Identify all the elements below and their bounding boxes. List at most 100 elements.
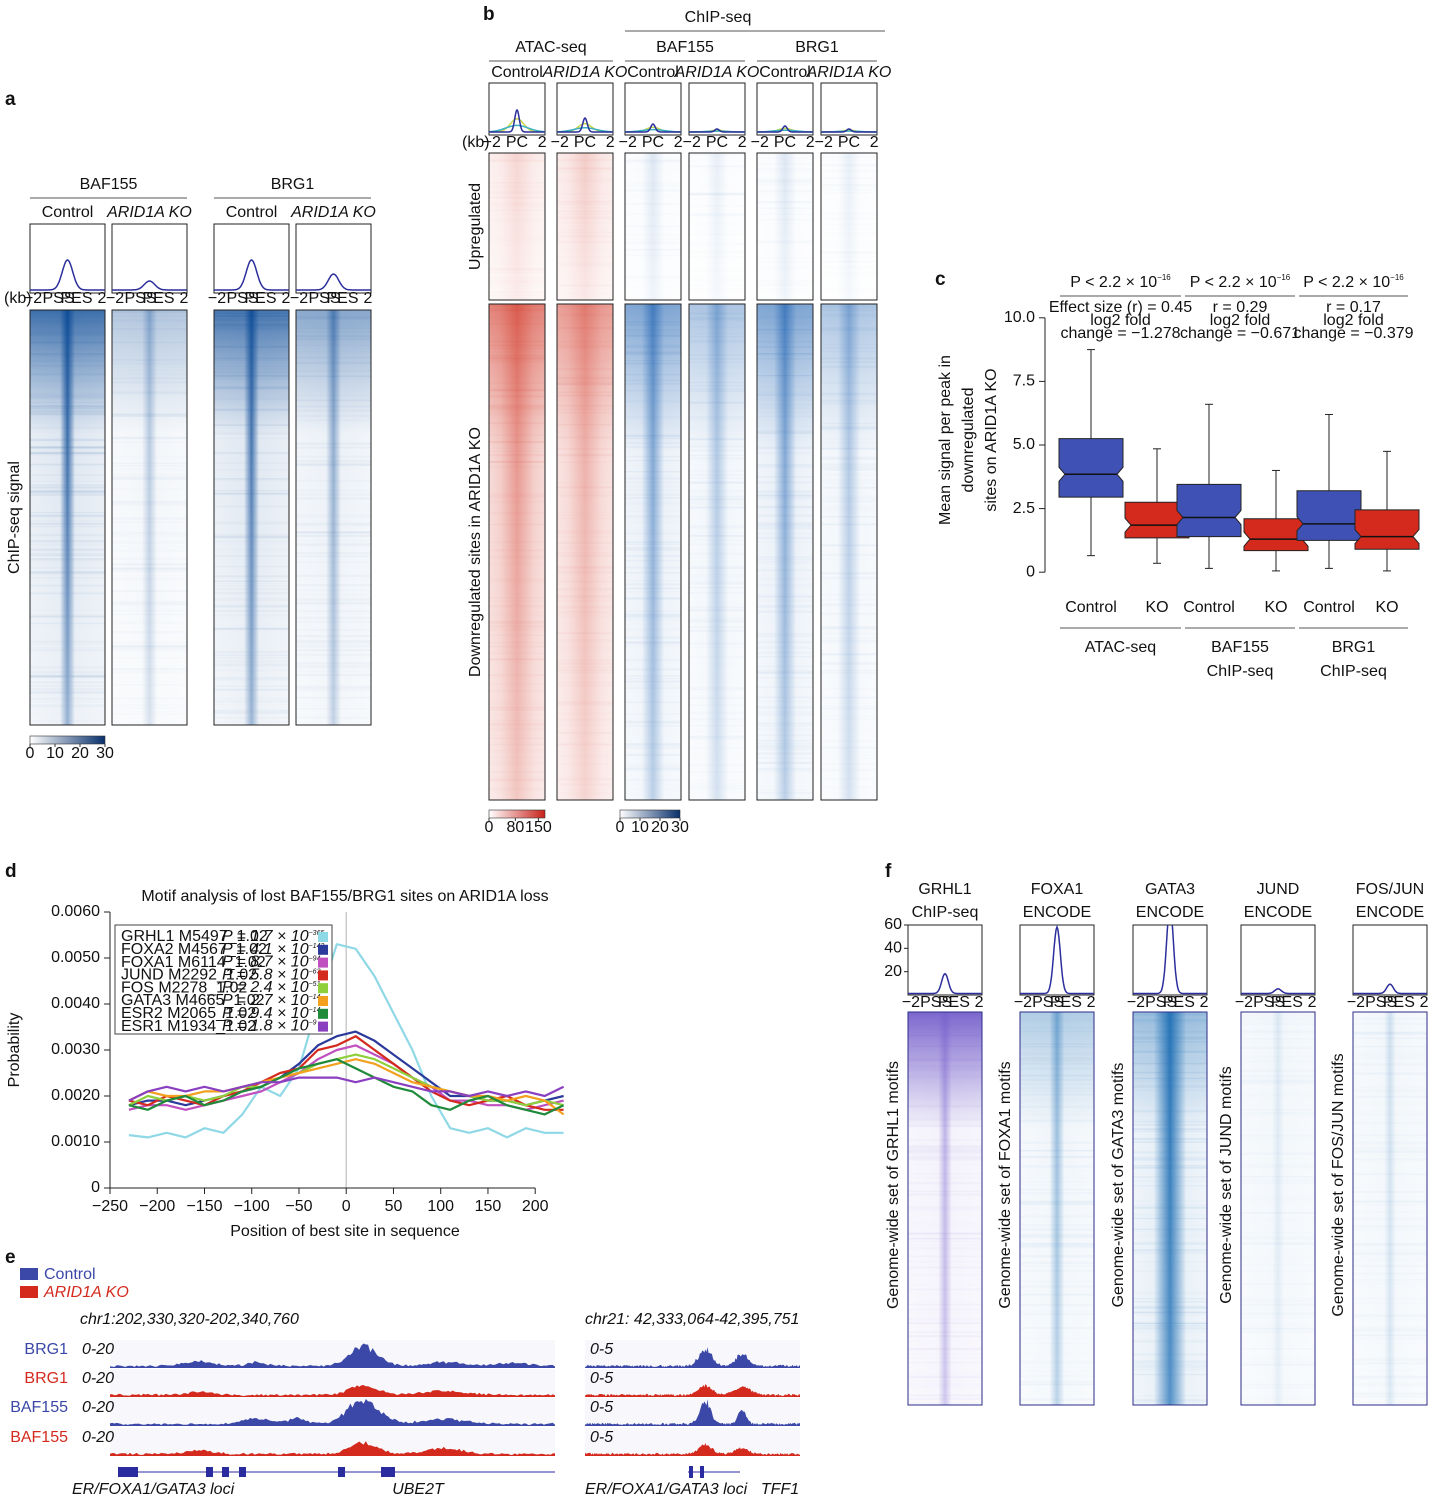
- box: [1296, 490, 1362, 541]
- legend-label: FOXA2 M4567_1.02: [121, 941, 267, 958]
- x-tick-label: 2: [180, 290, 189, 307]
- profile-line: [557, 116, 613, 133]
- column-title: JUND: [1257, 881, 1300, 898]
- track-name: BAF155: [10, 1429, 68, 1446]
- column-title: GATA3: [1145, 881, 1195, 898]
- y-axis-label: sites on ARID1A KO: [983, 368, 1000, 511]
- x-tick-label: −250: [92, 1198, 128, 1215]
- x-tick-label: −50: [285, 1198, 312, 1215]
- x-tick-label: −2: [106, 290, 124, 307]
- colorbar-tick-label: 10: [46, 745, 64, 762]
- x-tick-label: PES: [1383, 994, 1415, 1011]
- track-range: 0-5: [590, 1399, 613, 1416]
- colorbar-tick-label: 150: [525, 819, 552, 836]
- colorbar-tick-label: 30: [96, 745, 114, 762]
- legend-swatch: [318, 983, 328, 994]
- heatmap-frame: [688, 152, 746, 301]
- x-tick-label: PC: [642, 134, 664, 151]
- heatmap-fade: [30, 310, 105, 725]
- box: [1176, 483, 1242, 538]
- heatmap-frame: [488, 303, 546, 801]
- x-tick-label: PES: [326, 290, 358, 307]
- y-tick-label: 40: [884, 940, 902, 957]
- x-tick-label: 50: [385, 1198, 403, 1215]
- chart-title: Motif analysis of lost BAF155/BRG1 sites…: [141, 888, 548, 905]
- legend-label: ESR2 M2065_1.02: [121, 1005, 256, 1022]
- profile-line: [757, 125, 813, 133]
- legend-label: ARID1A KO: [43, 1284, 129, 1301]
- x-tick-label: 150: [475, 1198, 502, 1215]
- x-unit: (kb): [462, 134, 490, 151]
- track-range: 0-20: [82, 1399, 114, 1416]
- heatmap-fade: [625, 153, 681, 300]
- exon: [700, 1466, 704, 1478]
- track-range: 0-5: [590, 1429, 613, 1446]
- column-label: Control: [491, 64, 543, 81]
- panel-letter: c: [935, 269, 946, 290]
- profile-frame: [756, 82, 814, 136]
- legend-label: GATA3 M4665_1.02: [121, 992, 265, 1009]
- p-exponent: −365: [309, 930, 325, 937]
- group-label: ATAC-seq: [515, 39, 586, 56]
- column-title: ENCODE: [1244, 904, 1312, 921]
- coverage-track: [110, 1343, 555, 1368]
- colorbar-tick-label: 10: [631, 819, 649, 836]
- x-tick-label: 2: [1308, 994, 1317, 1011]
- heatmap-frame: [624, 303, 682, 801]
- heatmap-frame: [1352, 1011, 1428, 1406]
- x-tick-label: −2: [551, 134, 569, 151]
- profile-line: [908, 972, 982, 995]
- profile-frame: [688, 82, 746, 136]
- p-exponent: −16: [1277, 273, 1291, 282]
- column-label: Control: [226, 204, 278, 221]
- heatmap-fade: [757, 304, 813, 800]
- row-label: Genome-wide set of GATA3 motifs: [1110, 1063, 1127, 1308]
- gene-label: TFF1: [761, 1481, 799, 1498]
- column-label: Control: [759, 64, 811, 81]
- x-tick-label: PES: [1050, 994, 1082, 1011]
- series-line: [128, 1076, 565, 1102]
- legend-label: JUND M2292_1.02: [121, 967, 257, 984]
- x-tick-label: KO: [1145, 599, 1168, 616]
- x-tick-label: 0: [342, 1198, 351, 1215]
- p-exponent: −51: [309, 981, 321, 988]
- gene-label: ER/FOXA1/GATA3 loci: [72, 1481, 235, 1498]
- x-tick-label: −150: [186, 1198, 222, 1215]
- track-range: 0-20: [82, 1370, 114, 1387]
- x-tick-label: PSS: [1032, 994, 1064, 1011]
- legend-p-value: P = 9.4 × 10−14: [222, 1005, 321, 1022]
- x-tick-label: KO: [1375, 599, 1398, 616]
- profile-line: [689, 128, 745, 133]
- gene-label: UBE2T: [392, 1481, 445, 1498]
- track-range: 0-5: [590, 1341, 613, 1358]
- exon: [222, 1467, 229, 1477]
- colorbar-tick-label: 0: [26, 745, 35, 762]
- x-tick-label: −2: [208, 290, 226, 307]
- legend-swatch: [318, 996, 328, 1006]
- x-tick-label: −2: [683, 134, 701, 151]
- heatmap-fade: [821, 304, 877, 800]
- group-label: BAF155: [656, 39, 714, 56]
- y-axis-label: Mean signal per peak in: [937, 355, 954, 525]
- heatmap-frame: [1019, 1011, 1095, 1406]
- x-tick-label: PSS: [308, 290, 340, 307]
- heatmap-frame: [820, 303, 878, 801]
- coverage-track: [110, 1399, 555, 1426]
- box: [1354, 509, 1420, 550]
- row-label: ChIP-seq signal: [6, 461, 23, 574]
- profile-frame: [111, 223, 188, 294]
- heatmap-frame: [820, 152, 878, 301]
- track-name: BRG1: [24, 1341, 68, 1358]
- x-tick-label: −2: [1127, 994, 1145, 1011]
- x-tick-label: −100: [234, 1198, 270, 1215]
- exon: [689, 1466, 693, 1478]
- column-title: ENCODE: [1136, 904, 1204, 921]
- coverage-track: [585, 1399, 800, 1426]
- coverage-track: [110, 1441, 555, 1456]
- heatmap-frame: [1240, 1011, 1316, 1406]
- profile-frame: [213, 223, 290, 294]
- y-tick-label: 0.0010: [51, 1133, 100, 1150]
- x-tick-label: 2: [538, 134, 547, 151]
- colorbar: [619, 809, 681, 819]
